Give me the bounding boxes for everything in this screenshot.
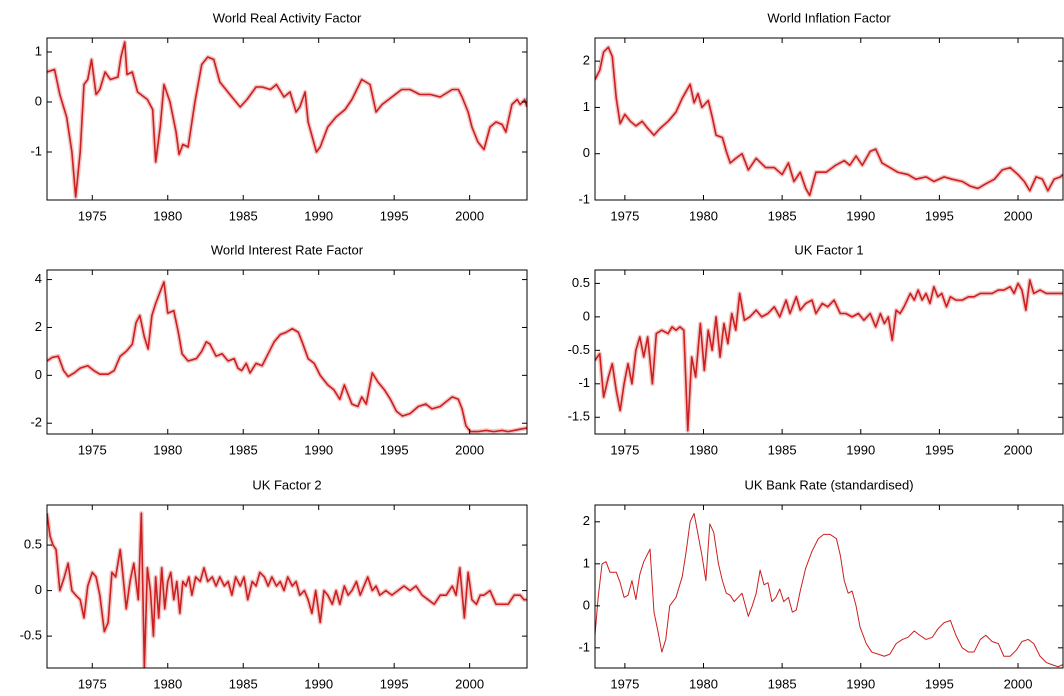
y-tick-label: 0.5 <box>572 275 590 290</box>
x-tick-label: 1985 <box>768 676 797 691</box>
plot-frame <box>46 269 528 435</box>
y-tick-label: 1 <box>35 43 42 58</box>
y-tick-label: 4 <box>35 271 42 286</box>
plot-frame <box>46 37 528 201</box>
x-tick-label: 1995 <box>380 208 409 223</box>
x-tick-label: 1990 <box>846 676 875 691</box>
panel: UK Factor 1 1975 1980 1985 1990 1995 2000 -1.5 -… <box>568 242 1064 457</box>
y-tick-label: -1 <box>30 143 42 158</box>
panel: World Inflation Factor 1975 1980 1985 1990 19… <box>578 10 1064 223</box>
y-tick-label: 0 <box>35 582 42 597</box>
x-tick-label: 2000 <box>455 208 484 223</box>
plot-frame <box>594 37 1064 201</box>
x-tick-label: 1995 <box>925 208 954 223</box>
panel: World Interest Rate Factor 1975 1980 1985 19… <box>30 242 528 457</box>
y-tick-label: -1.5 <box>568 409 590 424</box>
x-tick-label: 1985 <box>768 442 797 457</box>
y-tick-label: 0 <box>35 93 42 108</box>
x-tick-label: 1985 <box>229 208 258 223</box>
y-tick-label: -0.5 <box>568 342 590 357</box>
y-tick-label: 0.5 <box>24 537 42 552</box>
x-tick-label: 1995 <box>380 676 409 691</box>
x-tick-label: 1980 <box>153 676 182 691</box>
line-halo <box>595 277 1063 433</box>
y-tick-label: 0 <box>583 308 590 323</box>
x-tick-label: 1975 <box>78 442 107 457</box>
x-tick-label: 1995 <box>925 442 954 457</box>
y-tick-label: -1 <box>578 375 590 390</box>
x-tick-label: 1990 <box>846 208 875 223</box>
y-tick-label: 0 <box>583 597 590 612</box>
panel-title: UK Factor 1 <box>794 242 863 257</box>
x-tick-label: 1985 <box>768 208 797 223</box>
panel-title: UK Factor 2 <box>252 477 321 492</box>
panel-title: UK Bank Rate (standardised) <box>744 477 913 492</box>
x-tick-label: 1995 <box>380 442 409 457</box>
x-tick-label: 1990 <box>304 208 333 223</box>
x-tick-label: 2000 <box>1004 676 1033 691</box>
panel: UK Bank Rate (standardised) 1975 1980 1985 1… <box>578 477 1064 691</box>
x-tick-label: 1980 <box>689 208 718 223</box>
x-tick-label: 1980 <box>689 676 718 691</box>
data-line <box>47 512 527 668</box>
panel-title: World Real Activity Factor <box>213 10 362 25</box>
y-tick-label: 2 <box>583 513 590 528</box>
x-tick-label: 1975 <box>610 208 639 223</box>
x-tick-label: 1985 <box>229 676 258 691</box>
x-tick-label: 1975 <box>610 442 639 457</box>
y-tick-label: -1 <box>578 639 590 654</box>
x-tick-label: 1990 <box>304 676 333 691</box>
y-tick-label: 1 <box>583 99 590 114</box>
plot-frame <box>594 504 1064 669</box>
x-tick-label: 1985 <box>229 442 258 457</box>
x-tick-label: 2000 <box>455 442 484 457</box>
y-tick-label: 2 <box>583 53 590 68</box>
data-line <box>595 46 1063 197</box>
x-tick-label: 1975 <box>610 676 639 691</box>
y-tick-label: -2 <box>30 415 42 430</box>
line-halo <box>47 279 527 434</box>
data-line <box>595 279 1063 432</box>
panel-title: World Inflation Factor <box>767 10 891 25</box>
panel: UK Factor 2 1975 1980 1985 1990 1995 2000 -0.5 0… <box>20 477 528 691</box>
x-tick-label: 1975 <box>78 676 107 691</box>
y-tick-label: 2 <box>35 319 42 334</box>
x-tick-label: 1995 <box>925 676 954 691</box>
panel-title: World Interest Rate Factor <box>211 242 364 257</box>
data-line <box>595 512 1063 668</box>
y-tick-label: 0 <box>583 145 590 160</box>
x-tick-label: 1980 <box>153 442 182 457</box>
x-tick-label: 2000 <box>455 676 484 691</box>
x-tick-label: 1980 <box>689 442 718 457</box>
x-tick-label: 1980 <box>153 208 182 223</box>
y-tick-label: 1 <box>583 555 590 570</box>
plot-frame <box>46 504 528 669</box>
panel: World Real Activity Factor 1975 1980 1985 19… <box>30 10 528 223</box>
x-tick-label: 1990 <box>304 442 333 457</box>
x-tick-label: 2000 <box>1004 208 1033 223</box>
y-tick-label: -0.5 <box>20 628 42 643</box>
x-tick-label: 1990 <box>846 442 875 457</box>
line-halo <box>595 45 1063 198</box>
x-tick-label: 2000 <box>1004 442 1033 457</box>
data-line <box>47 41 527 198</box>
data-line <box>47 281 527 433</box>
y-tick-label: -1 <box>578 191 590 206</box>
y-tick-label: 0 <box>35 367 42 382</box>
plot-frame <box>594 269 1064 435</box>
x-tick-label: 1975 <box>78 208 107 223</box>
